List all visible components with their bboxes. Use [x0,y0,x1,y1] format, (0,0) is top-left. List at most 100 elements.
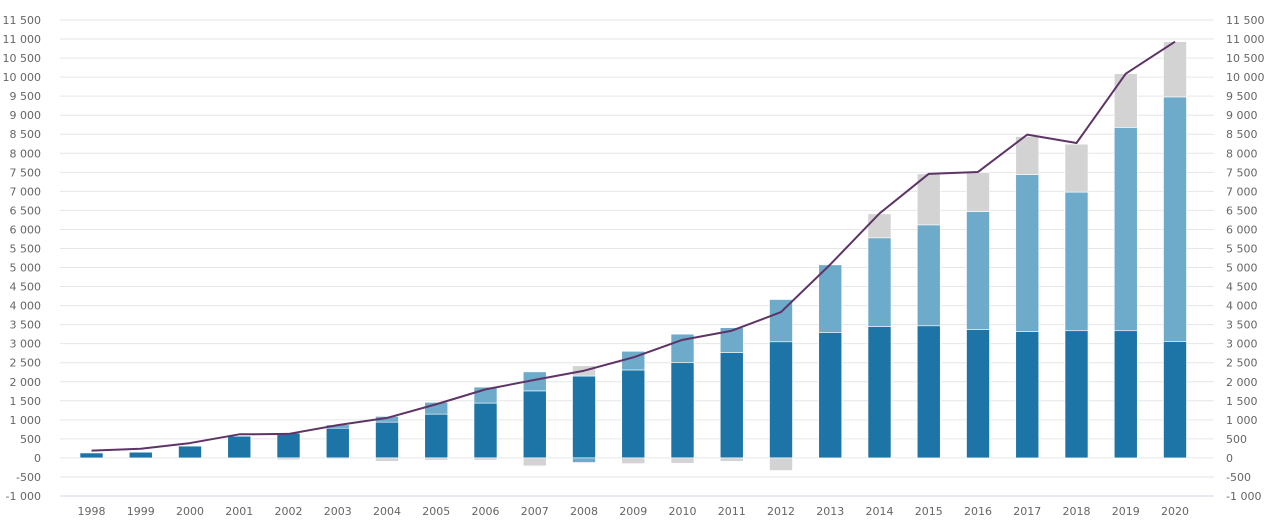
bar-segment [867,237,892,327]
y-tick-label-right: 9 000 [1226,109,1258,122]
y-tick-label-right: 5 000 [1226,262,1258,275]
y-tick-label-left: 10 000 [3,71,42,84]
bar-segment [719,327,744,353]
y-tick-label-right: 8 000 [1226,147,1258,160]
y-tick-label-left: 4 500 [10,281,42,294]
y-tick-label-right: 2 000 [1226,376,1258,389]
bar-segment-negative [424,457,449,461]
bar-segment [128,451,153,459]
x-tick-label: 2007 [521,505,549,518]
bar-segment [769,341,793,459]
y-tick-label-left: 1 500 [10,395,42,408]
bar-segment [670,362,695,459]
x-tick-label: 1999 [127,505,155,518]
y-tick-label-left: 7 500 [10,166,42,179]
x-tick-label: 2018 [1063,505,1091,518]
bar-segment [1064,143,1089,193]
bar-segment-negative [621,457,646,464]
bar-segment [276,432,301,459]
line-series [91,40,1176,452]
bar-segment-negative [473,457,498,461]
y-tick-label-right: 1 500 [1226,395,1258,408]
y-tick-label-left: 7 000 [10,185,42,198]
bar-segment [916,325,941,459]
y-tick-label-right: 10 500 [1226,52,1265,65]
y-tick-label-right: 0 [1226,452,1233,465]
bar-segment [375,421,399,459]
y-tick-label-left: 9 000 [10,109,42,122]
bar-segment-negative [719,457,744,462]
y-tick-label-left: -1 000 [6,490,41,503]
bar-segment [818,264,843,333]
x-tick-label: 2005 [422,505,450,518]
y-tick-label-right: 9 500 [1226,90,1258,103]
x-tick-label: 2011 [718,505,746,518]
axes: -1 000 -1 000 -500 -500 0 0 500 500 1 000 1 000 1 … [3,14,1265,518]
bar-segment-negative [572,457,596,463]
y-tick-label-right: -500 [1226,471,1251,484]
bar-segment-negative [325,457,350,460]
bar-segment [79,452,104,459]
x-tick-label: 2003 [324,505,352,518]
bar-segment [621,369,646,459]
bars [79,41,1187,471]
y-tick-label-right: 6 000 [1226,223,1258,236]
y-tick-label-right: 4 000 [1226,300,1258,313]
bar-segment-negative [375,457,399,462]
x-tick-label: 2009 [619,505,647,518]
bar-segment-negative [276,457,301,461]
y-tick-label-left: 8 500 [10,128,42,141]
y-tick-label-left: -500 [16,471,41,484]
y-tick-label-left: 8 000 [10,147,42,160]
bar-segment [572,375,596,459]
x-tick-label: 2014 [866,505,894,518]
bar-segment [1113,73,1138,128]
y-tick-label-right: 7 000 [1226,185,1258,198]
bar-segment [325,427,350,459]
y-tick-label-right: 3 500 [1226,319,1258,332]
y-tick-label-right: 10 000 [1226,71,1265,84]
y-tick-label-left: 5 000 [10,262,42,275]
x-tick-label: 2012 [767,505,795,518]
bar-segment-negative [522,457,547,467]
bar-segment [1113,330,1138,459]
bar-segment [1015,174,1040,332]
y-tick-label-left: 3 000 [10,338,42,351]
y-tick-label-left: 10 500 [3,52,42,65]
x-tick-label: 2001 [225,505,253,518]
bar-segment [1064,191,1089,332]
bar-segment [1015,136,1040,175]
total-line [91,40,1176,452]
bar-segment [1163,341,1187,459]
y-tick-label-left: 11 500 [3,14,42,27]
y-tick-label-right: 11 500 [1226,14,1265,27]
bar-segment [1163,96,1187,342]
x-tick-label: 2008 [570,505,598,518]
y-tick-label-right: 2 500 [1226,357,1258,370]
y-tick-label-right: 500 [1226,433,1247,446]
bar-segment [424,413,449,459]
bar-segment [966,329,990,459]
bar-segment [1113,127,1138,332]
y-tick-label-left: 6 500 [10,204,42,217]
bar-segment [966,172,990,212]
y-tick-label-right: 5 500 [1226,242,1258,255]
y-tick-label-right: 1 000 [1226,414,1258,427]
x-tick-label: 2004 [373,505,401,518]
y-tick-label-left: 4 000 [10,300,42,313]
x-tick-label: 2013 [816,505,844,518]
y-tick-label-left: 2 500 [10,357,42,370]
bar-segment [473,402,498,459]
bar-segment [916,224,941,327]
bar-segment-negative [769,457,793,471]
x-tick-label: 2002 [275,505,303,518]
bar-segment [1064,330,1089,459]
y-tick-label-right: -1 000 [1226,490,1261,503]
bar-segment [818,332,843,459]
bar-segment [1163,41,1187,98]
x-tick-label: 2016 [964,505,992,518]
x-tick-label: 2006 [472,505,500,518]
bar-segment [178,445,202,459]
y-tick-label-right: 3 000 [1226,338,1258,351]
